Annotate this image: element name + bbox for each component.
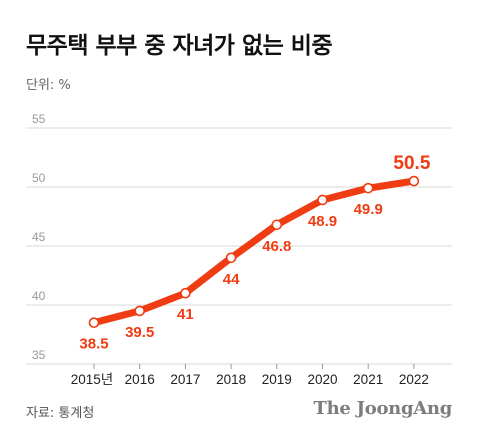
data-label: 41	[177, 306, 194, 323]
chart-title: 무주택 부부 중 자녀가 없는 비중	[26, 33, 333, 59]
y-tick-label: 55	[32, 112, 46, 126]
data-label: 39.5	[125, 324, 154, 341]
brand-logo: The JoongAng	[313, 398, 453, 419]
x-tick-label: 2020	[307, 372, 337, 387]
x-axis-ticks: 2015년 2016 2017 2018 2019 2020 2021 2022	[71, 364, 429, 387]
data-point	[362, 182, 374, 194]
data-point	[134, 305, 145, 317]
unit-label: 단위: %	[26, 78, 71, 93]
x-tick-label: 2021	[353, 372, 383, 387]
y-tick-label: 40	[32, 289, 46, 303]
data-labels: 38.5 39.5 41 44 46.8 48.9 49.9 50.5	[79, 153, 430, 353]
data-point	[271, 219, 283, 231]
data-label: 46.8	[262, 238, 291, 255]
x-tick-label: 2015년	[71, 372, 113, 387]
data-label: 50.5	[393, 153, 430, 174]
data-point	[180, 287, 191, 299]
x-tick-label: 2022	[399, 372, 429, 387]
series-line-path	[90, 177, 418, 327]
y-tick-label: 50	[32, 171, 46, 185]
x-tick-label: 2018	[216, 372, 246, 387]
y-axis-ticks: 35 40 45 50 55	[32, 112, 46, 362]
series-markers	[88, 175, 420, 329]
x-tick-label: 2016	[125, 372, 155, 387]
data-point	[225, 252, 237, 264]
source-note: 자료: 통계청	[26, 406, 95, 421]
data-label: 48.9	[308, 213, 337, 230]
series-line	[90, 177, 418, 327]
y-tick-label: 45	[32, 230, 46, 244]
data-label: 49.9	[354, 201, 383, 218]
data-point	[88, 317, 100, 329]
data-point	[317, 194, 328, 206]
data-label: 44	[223, 271, 240, 288]
x-tick-label: 2017	[170, 372, 200, 387]
data-label: 38.5	[79, 336, 108, 353]
data-point	[408, 175, 420, 187]
x-tick-label: 2019	[262, 372, 292, 387]
gridlines	[26, 127, 452, 365]
y-tick-label: 35	[32, 348, 46, 362]
